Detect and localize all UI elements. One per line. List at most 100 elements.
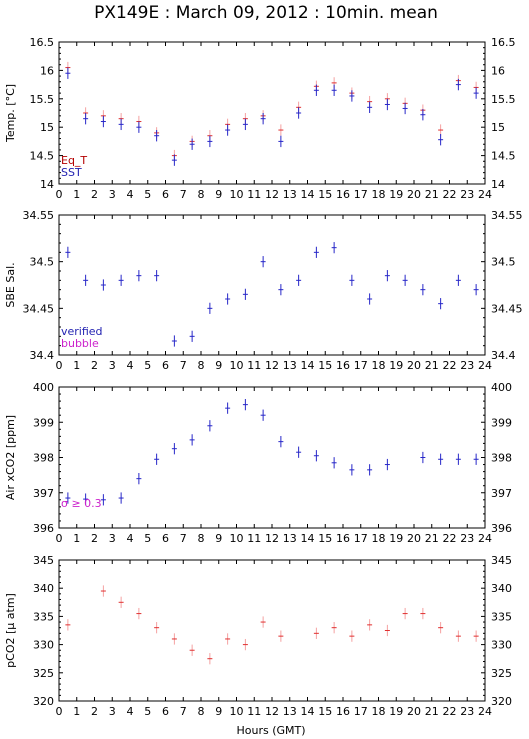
x-tick-label: 12 (265, 359, 279, 372)
x-tick-label: 8 (198, 359, 205, 372)
y-tick-label-right: 16 (491, 64, 505, 77)
x-tick-label: 5 (144, 359, 151, 372)
y-tick-label-left: 34.4 (30, 349, 55, 362)
x-tick-label: 6 (162, 359, 169, 372)
x-tick-label: 13 (283, 359, 297, 372)
x-tick-label: 3 (109, 532, 116, 545)
y-tick-label-right: 15.5 (491, 93, 516, 106)
y-tick-label-right: 345 (491, 554, 512, 567)
x-tick-label: 16 (336, 188, 350, 201)
y-tick-label-right: 399 (491, 416, 512, 429)
y-tick-label-right: 34.5 (491, 256, 516, 269)
y-tick-label-right: 15 (491, 121, 505, 134)
x-tick-label: 12 (265, 705, 279, 718)
y-tick-label-right: 34.55 (491, 209, 523, 222)
x-tick-label: 6 (162, 705, 169, 718)
x-tick-label: 24 (478, 532, 492, 545)
y-tick-label-left: 15.5 (30, 93, 55, 106)
y-tick-label-left: 320 (33, 695, 54, 708)
y-tick-label-right: 34.4 (491, 349, 516, 362)
x-tick-label: 6 (162, 532, 169, 545)
y-tick-label-left: 400 (33, 381, 54, 394)
x-tick-label: 13 (283, 532, 297, 545)
x-tick-label: 6 (162, 188, 169, 201)
y-tick-label-right: 14 (491, 178, 505, 191)
y-tick-label-right: 335 (491, 610, 512, 623)
x-tick-label: 10 (230, 359, 244, 372)
x-tick-label: 1 (73, 705, 80, 718)
y-tick-label-left: 396 (33, 522, 54, 535)
plot-frame-pco2 (58, 559, 486, 702)
x-tick-label: 0 (56, 188, 63, 201)
y-tick-label-right: 398 (491, 452, 512, 465)
x-tick-label: 2 (91, 532, 98, 545)
x-tick-label: 9 (215, 705, 222, 718)
annotation-sigma: σ ≥ 0.3 (61, 497, 102, 510)
y-tick-label-left: 16 (40, 64, 54, 77)
x-tick-label: 24 (478, 705, 492, 718)
x-tick-label: 13 (283, 705, 297, 718)
x-tick-label: 22 (443, 532, 457, 545)
x-tick-label: 13 (283, 188, 297, 201)
x-tick-label: 7 (180, 188, 187, 201)
x-tick-label: 11 (247, 359, 261, 372)
legend-entry: SST (61, 166, 82, 179)
x-tick-label: 4 (127, 188, 134, 201)
x-tick-label: 10 (230, 188, 244, 201)
x-tick-label: 14 (301, 705, 315, 718)
x-tick-label: 8 (198, 705, 205, 718)
x-tick-label: 16 (336, 359, 350, 372)
x-tick-label: 5 (144, 532, 151, 545)
y-tick-label-left: 345 (33, 554, 54, 567)
x-tick-label: 1 (73, 188, 80, 201)
y-tick-label-right: 34.45 (491, 302, 523, 315)
x-tick-label: 2 (91, 705, 98, 718)
x-tick-label: 23 (460, 532, 474, 545)
x-tick-label: 10 (230, 532, 244, 545)
x-tick-label: 21 (425, 705, 439, 718)
y-tick-label-left: 330 (33, 639, 54, 652)
x-tick-label: 4 (127, 359, 134, 372)
chart-title: PX149E : March 09, 2012 : 10min. mean (94, 3, 438, 23)
x-tick-label: 8 (198, 188, 205, 201)
x-tick-label: 15 (318, 532, 332, 545)
plot-frame-temp (58, 41, 486, 185)
x-tick-label: 18 (372, 359, 386, 372)
x-tick-label: 2 (91, 188, 98, 201)
x-tick-label: 20 (407, 705, 421, 718)
x-tick-label: 11 (247, 188, 261, 201)
x-tick-label: 11 (247, 532, 261, 545)
x-tick-label: 1 (73, 359, 80, 372)
x-tick-label: 2 (91, 359, 98, 372)
x-tick-label: 10 (230, 705, 244, 718)
legend-entry: verified (61, 325, 103, 338)
x-tick-label: 23 (460, 359, 474, 372)
x-tick-label: 9 (215, 359, 222, 372)
x-tick-label: 21 (425, 532, 439, 545)
x-tick-label: 9 (215, 188, 222, 201)
x-tick-label: 3 (109, 359, 116, 372)
plot-frame-sal (58, 214, 486, 356)
x-tick-label: 15 (318, 359, 332, 372)
legend-entry: Eq_T (61, 154, 87, 167)
x-tick-label: 20 (407, 532, 421, 545)
x-tick-label: 17 (354, 532, 368, 545)
x-tick-label: 24 (478, 188, 492, 201)
x-tick-label: 17 (354, 188, 368, 201)
x-tick-label: 16 (336, 705, 350, 718)
x-tick-label: 22 (443, 359, 457, 372)
y-tick-label-left: 34.45 (23, 302, 55, 315)
x-tick-label: 3 (109, 188, 116, 201)
y-tick-label-left: 335 (33, 610, 54, 623)
x-tick-label: 22 (443, 705, 457, 718)
x-tick-label: 14 (301, 188, 315, 201)
x-tick-label: 21 (425, 188, 439, 201)
x-tick-label: 3 (109, 705, 116, 718)
y-axis-title-sal: SBE Sal. (4, 262, 17, 307)
x-tick-label: 23 (460, 705, 474, 718)
